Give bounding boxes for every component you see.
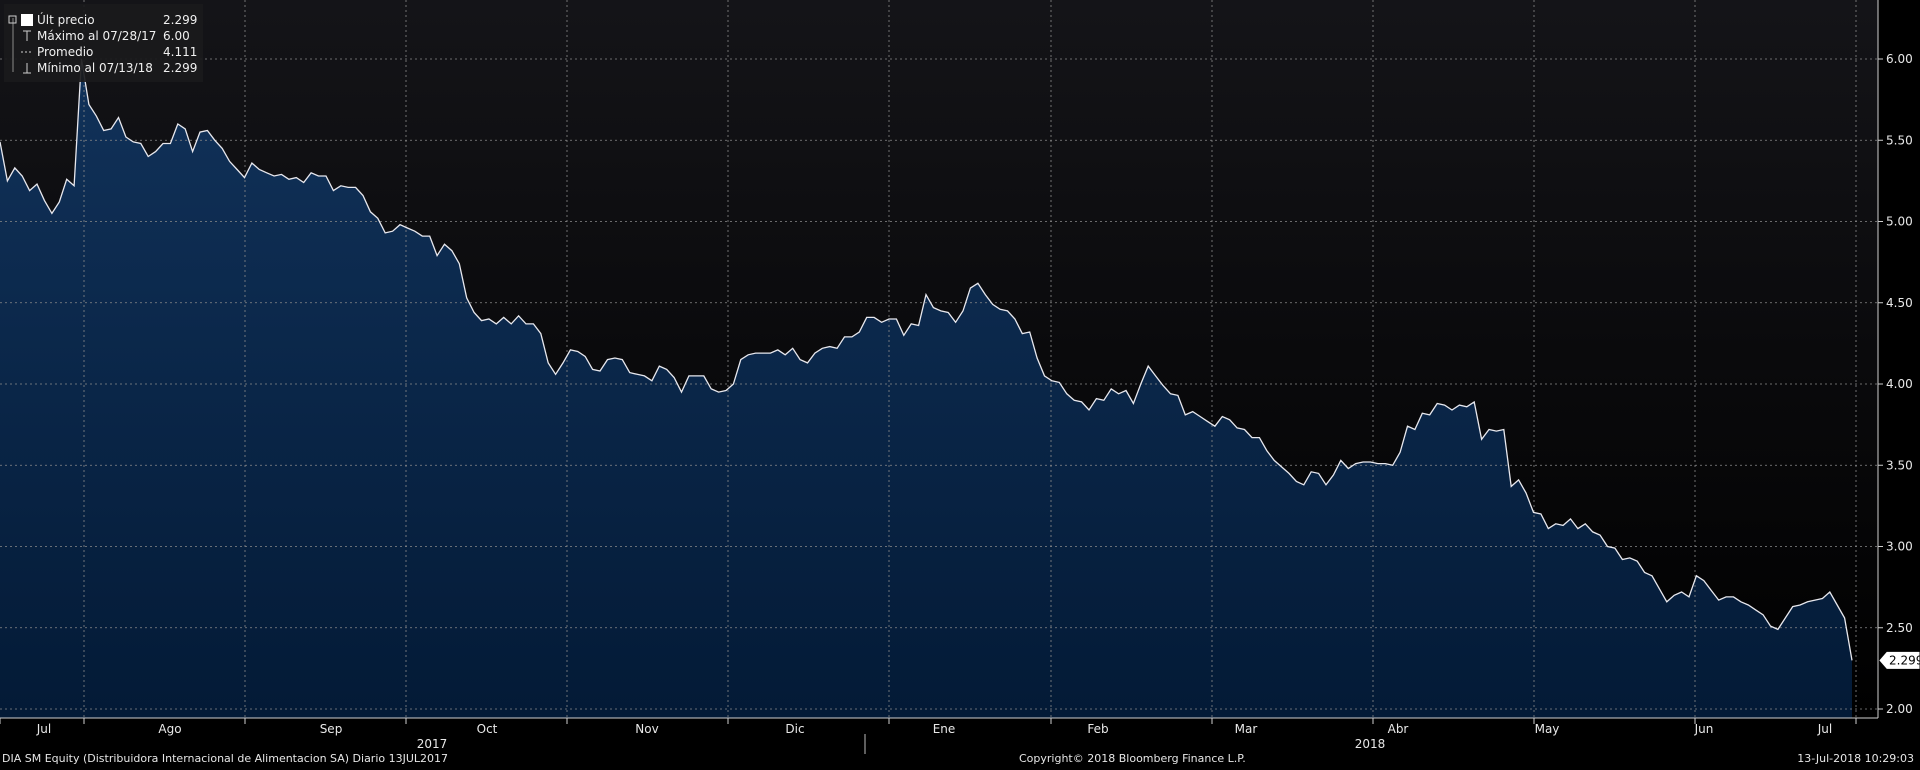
legend-value: 6.00 (163, 29, 190, 43)
last-value-tag (1879, 651, 1920, 669)
x-tick-label: Ene (933, 722, 956, 736)
line-layer (0, 58, 1853, 661)
x-tick-label: Dic (785, 722, 804, 736)
legend-value: 4.111 (163, 45, 197, 59)
price-area (0, 59, 1852, 718)
legend-label: Últ precio (37, 12, 95, 27)
y-tick-label: 2.50 (1886, 621, 1913, 635)
y-tick-label: 3.50 (1886, 458, 1913, 472)
price-line (0, 58, 1853, 661)
x-tick-label: Jun (1694, 722, 1714, 736)
x-tick-label: Feb (1087, 722, 1108, 736)
y-tick-label: 4.50 (1886, 296, 1913, 310)
footer-timestamp: 13-Jul-2018 10:29:03 (1797, 752, 1914, 765)
legend-box (4, 4, 203, 82)
legend-label: Máximo al 07/28/17 (37, 29, 156, 43)
y-tick-label: 5.50 (1886, 133, 1913, 147)
legend-label: Promedio (37, 45, 93, 59)
y-tick-label: 5.00 (1886, 215, 1913, 229)
legend-label: Mínimo al 07/13/18 (37, 61, 153, 75)
y-tick-label: 2.00 (1886, 702, 1913, 716)
x-tick-label: Mar (1235, 722, 1258, 736)
x-tick-label: Nov (635, 722, 658, 736)
year-label: 2018 (1355, 737, 1386, 751)
x-tick-label: Abr (1388, 722, 1409, 736)
legend-square-icon (21, 14, 33, 26)
legend-min-icon (23, 63, 31, 74)
x-tick-label: Ago (158, 722, 181, 736)
legend: Últ precio 2.299 Máximo al 07/28/17 6.00 Pro… (4, 4, 203, 82)
x-tick-label: May (1535, 722, 1560, 736)
last-value-marker: 2.299 (1879, 651, 1920, 669)
x-tick-label: Sep (320, 722, 343, 736)
y-tick-label: 4.00 (1886, 377, 1913, 391)
grid-layer (0, 0, 1878, 718)
footer-security-info: DIA SM Equity (Distribuidora Internacion… (2, 752, 449, 765)
x-tick-label: Jul (1817, 722, 1832, 736)
legend-max-icon (23, 30, 31, 41)
x-tick-label: Oct (477, 722, 498, 736)
legend-value: 2.299 (163, 61, 197, 75)
y-tick-label: 6.00 (1886, 52, 1913, 66)
legend-value: 2.299 (163, 13, 197, 27)
y-tick-label: 3.00 (1886, 540, 1913, 554)
last-value-label: 2.299 (1889, 653, 1920, 667)
legend-toggle-icon (8, 15, 17, 24)
area-layer (0, 59, 1852, 718)
axis-layer: 2.00 2.50 3.00 3.50 4.00 4.50 5.00 5.50 6.00 Jul A… (0, 0, 1920, 754)
x-tick-label: Jul (36, 722, 51, 736)
year-label: 2017 (417, 737, 448, 751)
footer-copyright: Copyright© 2018 Bloomberg Finance L.P. (1019, 752, 1246, 765)
